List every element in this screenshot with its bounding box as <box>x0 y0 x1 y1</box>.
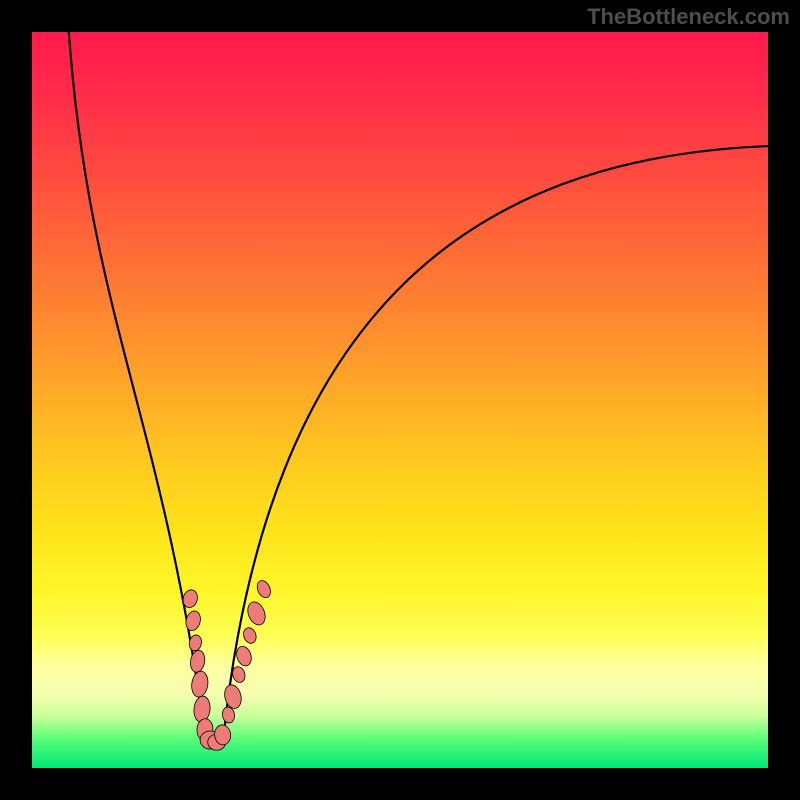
frame-right <box>768 0 800 800</box>
frame-left <box>0 0 32 800</box>
frame-bottom <box>0 768 800 800</box>
chart-root: TheBottleneck.com <box>0 0 800 800</box>
plot-background <box>32 32 768 768</box>
chart-svg <box>0 0 800 800</box>
attribution-text: TheBottleneck.com <box>587 4 790 30</box>
